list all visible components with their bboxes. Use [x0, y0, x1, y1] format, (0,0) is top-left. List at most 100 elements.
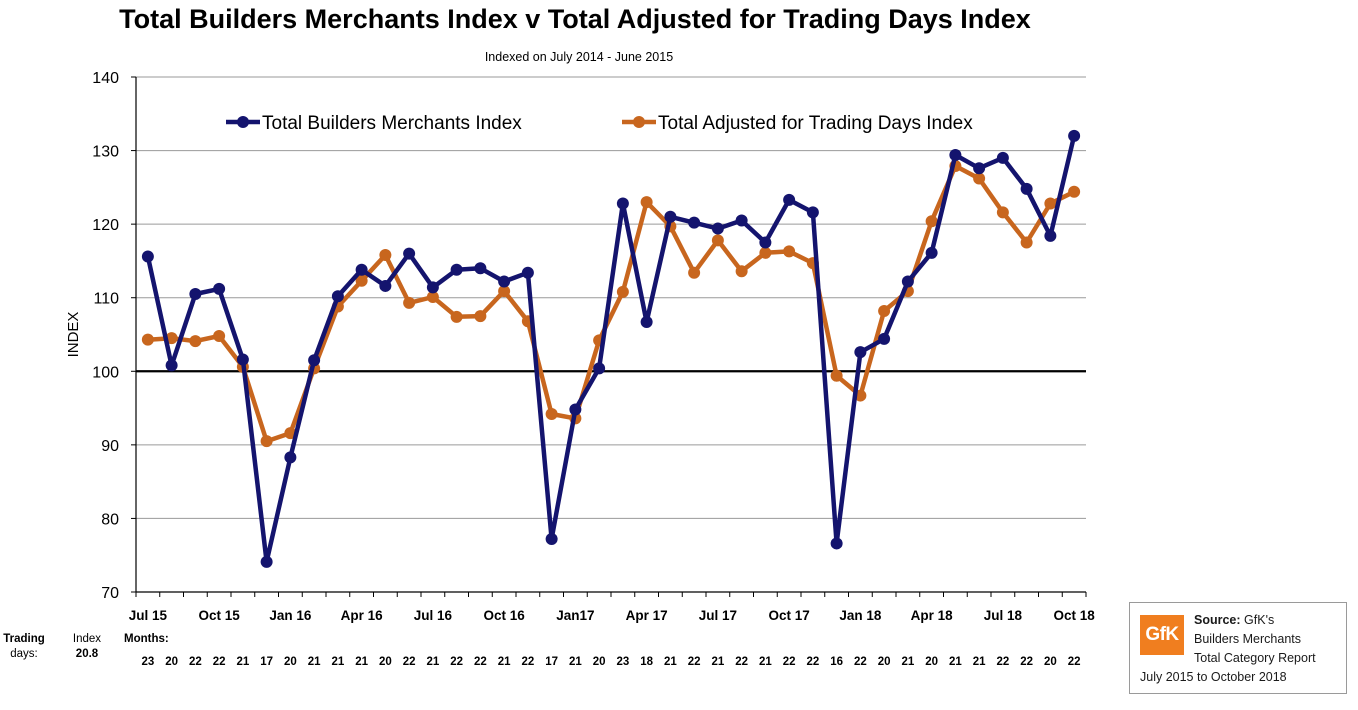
series-line-1 [147, 163, 1076, 444]
trading-days-value: 22 [688, 656, 701, 668]
series-1-point [474, 310, 487, 323]
series-0-point [379, 279, 392, 292]
series-0-point [783, 193, 796, 206]
series-line-0 [145, 135, 1077, 565]
series-1-point [996, 206, 1009, 219]
series-0-point [1068, 129, 1081, 142]
trading-days-value: 20 [925, 656, 938, 668]
y-tick-label: 120 [92, 217, 119, 234]
trading-days-value: 22 [474, 656, 487, 668]
trading-days-value: 21 [949, 656, 962, 668]
y-tick-label: 70 [101, 585, 119, 602]
x-tick-label: Jul 17 [699, 608, 737, 623]
chart-subtitle: Indexed on July 2014 - June 2015 [484, 50, 674, 64]
legend-label: Total Adjusted for Trading Days Index [658, 113, 973, 134]
legend-swatch-marker [633, 116, 645, 128]
series-0-point [189, 288, 202, 301]
source-box: GfK Source: GfK's Builders Merchants Tot… [1129, 602, 1347, 694]
series-1-point [616, 285, 629, 298]
trading-days-value: 21 [355, 656, 368, 668]
series-0-point [213, 282, 226, 295]
series-1-point [735, 265, 748, 278]
series-1-point [878, 304, 891, 317]
series-1-point [830, 369, 843, 382]
series-0-point [664, 210, 677, 223]
trading-days-value: 20 [284, 656, 297, 668]
series-0-point [1020, 182, 1033, 195]
series-0-point [260, 555, 273, 568]
series-0-point [973, 162, 986, 175]
x-tick-label: Oct 16 [483, 608, 525, 623]
months-label: Months: [124, 633, 169, 645]
trading-days-value: 22 [1020, 656, 1033, 668]
trading-days-value: 21 [759, 656, 772, 668]
series-0-point [711, 222, 724, 235]
trading-days-value: 18 [640, 656, 653, 668]
source-period: July 2015 to October 2018 [1140, 670, 1287, 684]
series-0-point [616, 197, 629, 210]
series-1-point [260, 435, 273, 448]
x-tick-label: Jan 18 [839, 608, 882, 623]
series-1-point [403, 296, 416, 309]
trading-days-value: 20 [593, 656, 606, 668]
trading-days-value: 21 [236, 656, 249, 668]
trading-days-value: 23 [141, 656, 154, 668]
trading-days-label: Trading days: [3, 633, 45, 660]
series-0-point [498, 275, 511, 288]
x-tick-label: Apr 17 [626, 608, 668, 623]
y-tick-label: 140 [92, 70, 119, 87]
x-tick-label: Jan 16 [269, 608, 312, 623]
y-tick-label: 80 [101, 511, 119, 528]
series-0-point [925, 246, 938, 259]
trading-days-value: 21 [973, 656, 986, 668]
legend-label: Total Builders Merchants Index [262, 113, 522, 134]
series-0-point [355, 263, 368, 276]
series-0-point [949, 148, 962, 161]
y-tick-label: 130 [92, 144, 119, 161]
series-1-point [379, 249, 392, 262]
series-0-point [308, 354, 321, 367]
series-0-point [1044, 229, 1057, 242]
series-0-point [996, 151, 1009, 164]
x-tick-label: Jul 18 [984, 608, 1023, 623]
trading-days-value: 17 [545, 656, 558, 668]
series-0-point [545, 533, 558, 546]
series-1-point [1020, 236, 1033, 249]
trading-days-value: 20 [165, 656, 178, 668]
y-axis-title: INDEX [65, 312, 82, 358]
trading-days-value: 23 [616, 656, 629, 668]
y-tick-label: 100 [92, 364, 119, 381]
trading-days-value: 22 [1068, 656, 1081, 668]
series-1-point [355, 274, 368, 287]
trading-days-value: 21 [569, 656, 582, 668]
series-0-point [331, 290, 344, 303]
trading-days-value: 22 [783, 656, 796, 668]
series-0-point [735, 214, 748, 227]
series-1-point [141, 333, 154, 346]
trading-days-value: 20 [379, 656, 392, 668]
series-0-point [688, 216, 701, 229]
trading-days-value: 21 [664, 656, 677, 668]
trading-days-value: 22 [189, 656, 202, 668]
trading-days-index: Index 20.8 [72, 633, 102, 660]
trading-days-value: 22 [213, 656, 226, 668]
series-0-point [236, 353, 249, 366]
trading-days-value: 22 [521, 656, 534, 668]
series-1-point [426, 290, 439, 303]
x-tick-label: Apr 18 [911, 608, 954, 623]
series-1-point [640, 196, 653, 209]
trading-days-value: 21 [308, 656, 321, 668]
gfk-logo: GfK [1140, 615, 1184, 655]
trading-days-value: 22 [996, 656, 1009, 668]
trading-days-value: 21 [426, 656, 439, 668]
x-tick-label: Apr 16 [341, 608, 384, 623]
trading-days-value: 22 [450, 656, 463, 668]
trading-days-value: 21 [901, 656, 914, 668]
series-0-point [901, 275, 914, 288]
x-tick-label: Jul 15 [129, 608, 168, 623]
series-1-point [1068, 185, 1081, 198]
legend-swatch-marker [237, 116, 249, 128]
y-tick-label: 110 [93, 291, 119, 308]
series-0-point [806, 206, 819, 219]
